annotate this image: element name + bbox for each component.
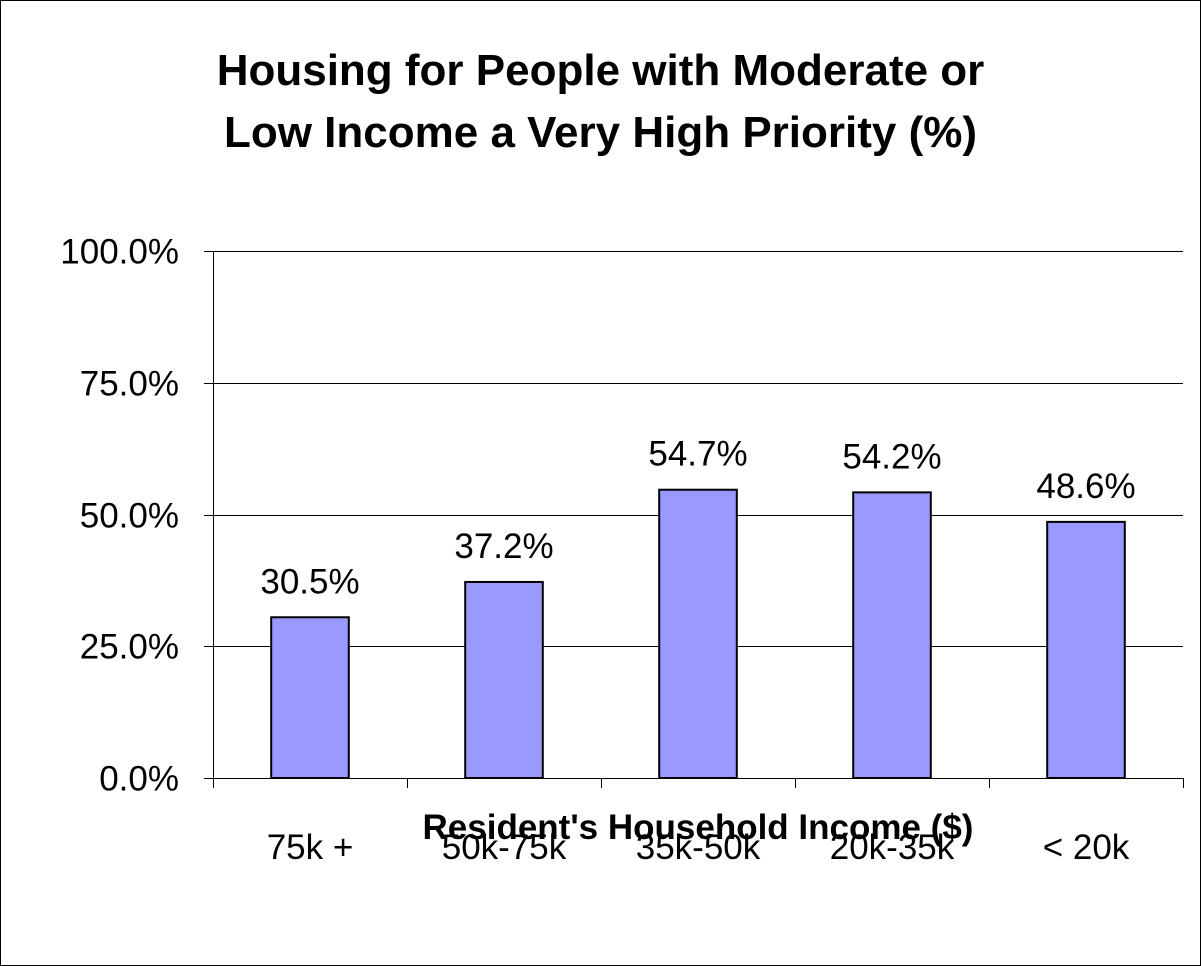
labels: 0.0% 25.0% 50.0% 75.0% 100.0% 30.5% 75k + 37.2%… xyxy=(60,233,1135,868)
bar xyxy=(464,580,544,779)
data-label: 37.2% xyxy=(454,527,553,566)
data-label: 30.5% xyxy=(260,562,359,601)
chart-title-line-1: Housing for People with Moderate or xyxy=(216,46,985,95)
bar xyxy=(658,488,738,779)
chart-title: Housing for People with Moderate or Low … xyxy=(0,40,1201,164)
x-category-label: 75k + xyxy=(267,828,354,867)
bar xyxy=(852,491,932,779)
x-category-label: < 20k xyxy=(1043,828,1130,867)
y-tick-label: 25.0% xyxy=(80,628,179,667)
data-label: 54.7% xyxy=(648,435,747,474)
x-category-label: 50k-75k xyxy=(442,828,567,867)
y-tick-label: 75.0% xyxy=(80,365,179,404)
y-tick-label: 0.0% xyxy=(99,760,179,799)
x-category-label: 20k-35k xyxy=(830,828,955,867)
x-axis-title: Resident's Household Income ($) xyxy=(422,808,974,847)
x-category-label: 35k-50k xyxy=(636,828,761,867)
bar xyxy=(1046,520,1126,779)
chart-title-line-2: Low Income a Very High Priority (%) xyxy=(223,108,978,157)
y-tick-label: 50.0% xyxy=(80,497,179,536)
data-label: 54.2% xyxy=(842,437,941,476)
data-label: 48.6% xyxy=(1036,467,1135,506)
y-tick-label: 100.0% xyxy=(60,233,179,272)
bars xyxy=(270,488,1126,780)
bar xyxy=(270,616,350,780)
